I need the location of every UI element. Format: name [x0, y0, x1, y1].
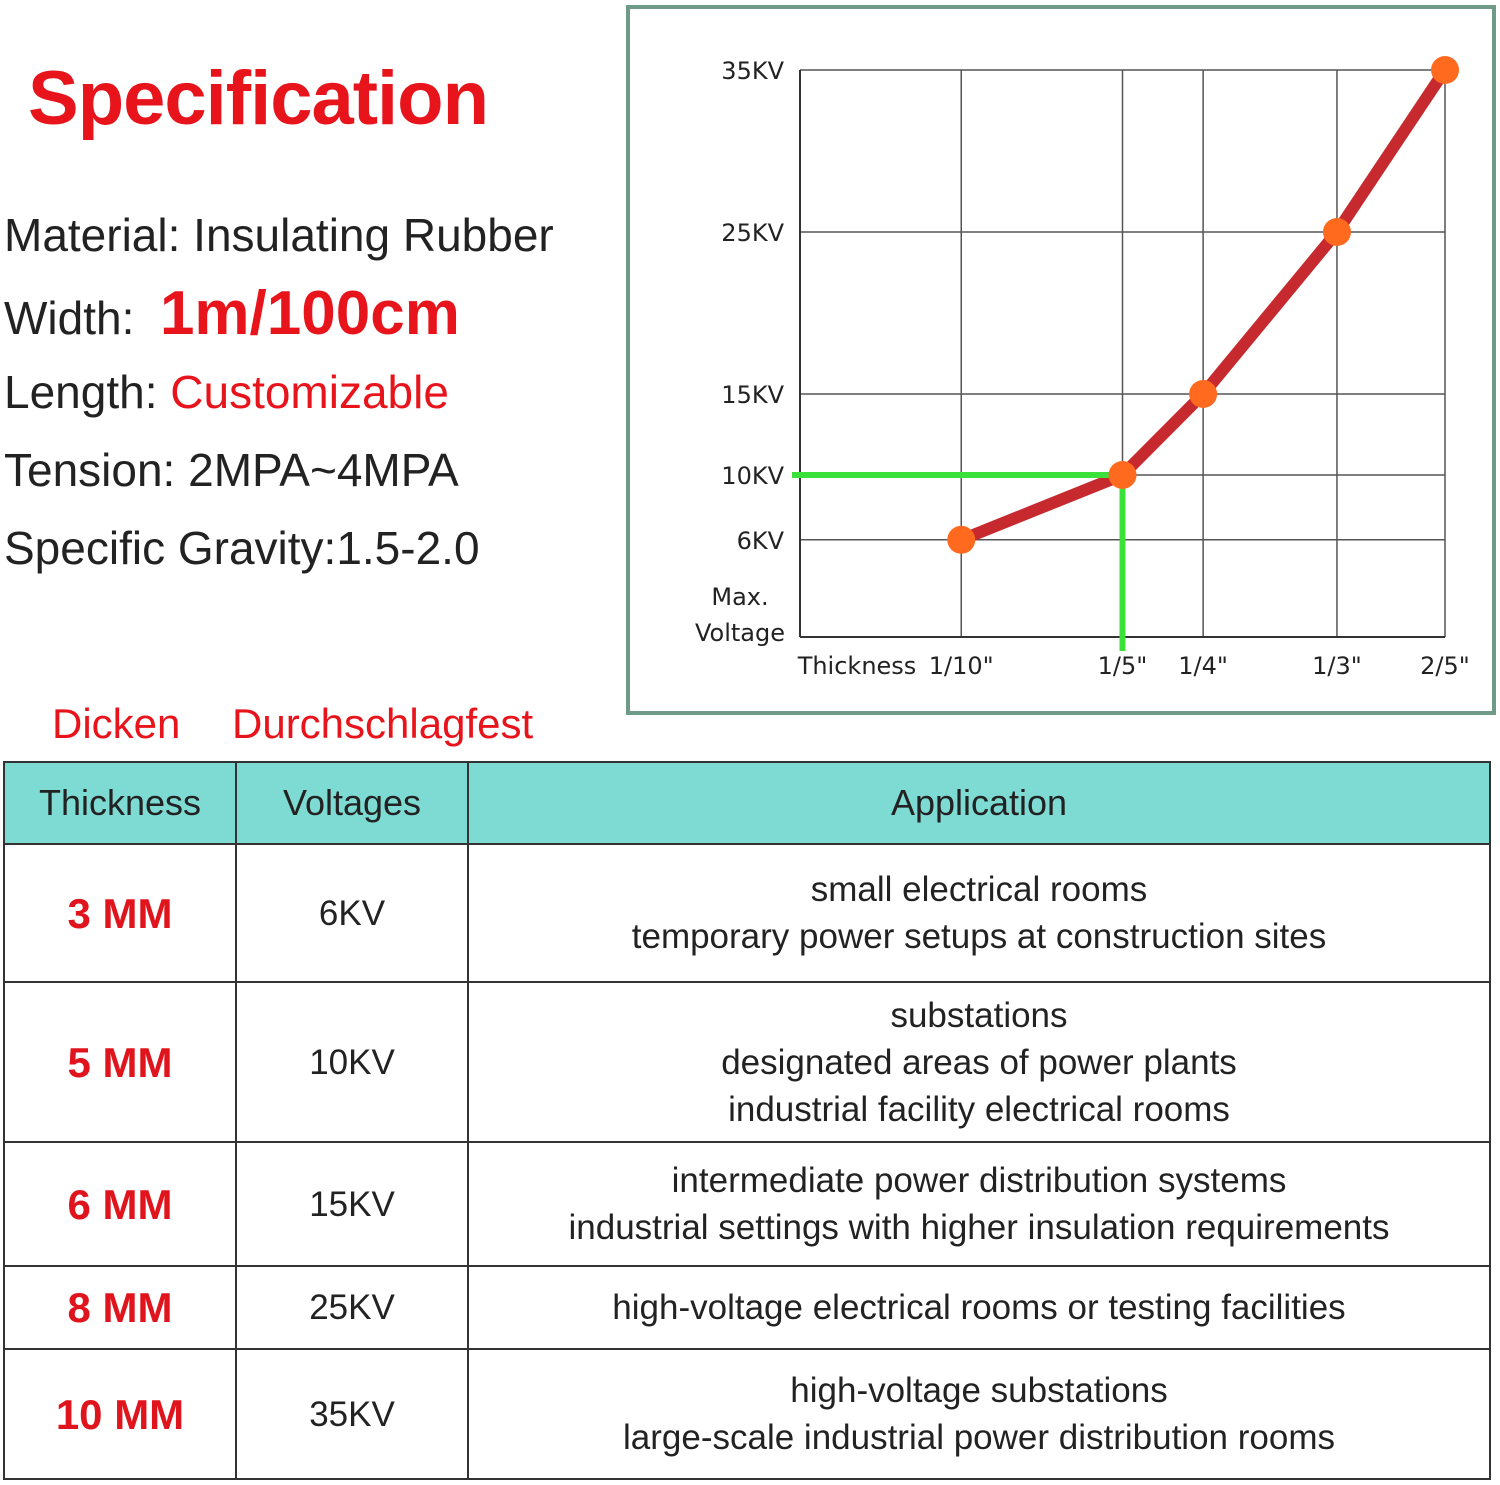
spec-table: Thickness Voltages Application 3 MM 6KV smal…: [3, 761, 1491, 1480]
y-tick-label: 6KV: [737, 527, 785, 555]
application-line: designated areas of power plants: [721, 1042, 1237, 1082]
x-tick-label: 1/4": [1178, 652, 1228, 680]
x-tick-label: 1/10": [929, 652, 994, 680]
data-point: [1431, 56, 1459, 84]
application-line: high-voltage electrical rooms or testing…: [612, 1288, 1346, 1327]
voltage-cell: 15KV: [235, 1141, 469, 1267]
spec-label: Material:: [4, 209, 181, 261]
x-axis-label: Thickness: [797, 652, 917, 680]
thickness-cell: 3 MM: [3, 843, 237, 983]
spec-title: Specification: [28, 56, 489, 141]
spec-value: Insulating Rubber: [193, 209, 554, 261]
chart-frame: [626, 5, 1496, 715]
data-point: [1189, 380, 1218, 408]
application-cell: high-voltage substations large-scale indu…: [467, 1348, 1491, 1480]
chart: Max. Voltage Thickness 6KV 10KV 15KV 25KV 35…: [626, 5, 1496, 715]
data-point: [1322, 218, 1351, 246]
data-point: [1108, 461, 1137, 489]
thickness-cell: 6 MM: [3, 1141, 237, 1267]
data-point: [947, 525, 976, 554]
spec-value: 1.5-2.0: [336, 522, 480, 574]
thickness-cell: 5 MM: [3, 981, 237, 1143]
spec-label: Specific Gravity:: [4, 522, 337, 574]
spec-item: Material: Insulating Rubber: [4, 208, 554, 262]
application-cell: substations designated areas of power pla…: [467, 981, 1491, 1143]
application-line: small electrical rooms: [810, 870, 1148, 909]
spec-value: 2MPA~4MPA: [188, 444, 459, 496]
spec-item: Length: Customizable: [4, 365, 449, 419]
spec-value: Customizable: [170, 366, 449, 418]
voltage-cell: 35KV: [235, 1348, 469, 1480]
y-tick-label: 25KV: [721, 219, 784, 247]
spec-label: Tension:: [4, 444, 176, 496]
spec-value: 1m/100cm: [159, 279, 460, 348]
header-cell: Voltages: [235, 761, 469, 845]
x-tick-label: 1/3": [1312, 652, 1362, 680]
table-body: 3 MM 6KV small electrical rooms temporary p…: [3, 843, 1491, 1480]
application-line: large-scale industrial power distributio…: [623, 1418, 1335, 1457]
german-label: Dicken: [52, 700, 181, 747]
thickness-cell: 10 MM: [3, 1348, 237, 1480]
header-row: Thickness Voltages Application: [3, 761, 1491, 845]
x-tick-label: 1/5": [1098, 652, 1148, 680]
table-row: 5 MM 10KV substations designated areas of p…: [3, 981, 1491, 1143]
table-row: 10 MM 35KV high-voltage substations large-s…: [3, 1348, 1491, 1480]
application-line: high-voltage substations: [790, 1371, 1168, 1410]
table-row: 8 MM 25KV high-voltage electrical rooms or…: [3, 1265, 1491, 1350]
table-row: 3 MM 6KV small electrical rooms temporary p…: [3, 843, 1491, 983]
y-axis-label: Voltage: [695, 619, 785, 647]
application-cell: high-voltage electrical rooms or testing…: [467, 1265, 1491, 1350]
application-cell: small electrical rooms temporary power se…: [467, 843, 1491, 983]
application-line: intermediate power distribution systems: [671, 1161, 1287, 1200]
voltage-cell: 25KV: [235, 1265, 469, 1350]
header-cell: Application: [467, 761, 1491, 845]
thickness-cell: 8 MM: [3, 1265, 237, 1350]
voltage-cell: 10KV: [235, 981, 469, 1143]
y-axis-label: Max.: [711, 583, 768, 611]
application-cell: intermediate power distribution systems i…: [467, 1141, 1491, 1267]
x-tick-label: 2/5": [1420, 652, 1470, 680]
y-tick-label: 35KV: [721, 57, 784, 85]
y-tick-label: 10KV: [721, 462, 784, 490]
spec-item: Tension: 2MPA~4MPA: [4, 443, 459, 497]
application-line: industrial facility electrical rooms: [728, 1089, 1230, 1129]
y-tick-label: 15KV: [721, 381, 784, 409]
spec-label: Length:: [4, 366, 158, 418]
spec-label: Width:: [4, 292, 135, 344]
header-cell: Thickness: [3, 761, 237, 845]
voltage-cell: 6KV: [235, 843, 469, 983]
application-line: substations: [890, 995, 1068, 1035]
application-line: industrial settings with higher insulati…: [568, 1208, 1390, 1247]
application-line: temporary power setups at construction s…: [631, 917, 1327, 956]
spec-item: Width: 1m/100cm: [4, 278, 460, 349]
table-row: 6 MM 15KV intermediate power distribution …: [3, 1141, 1491, 1267]
german-label: Durchschlagfest: [232, 700, 534, 747]
spec-item: Specific Gravity:1.5-2.0: [4, 521, 480, 575]
